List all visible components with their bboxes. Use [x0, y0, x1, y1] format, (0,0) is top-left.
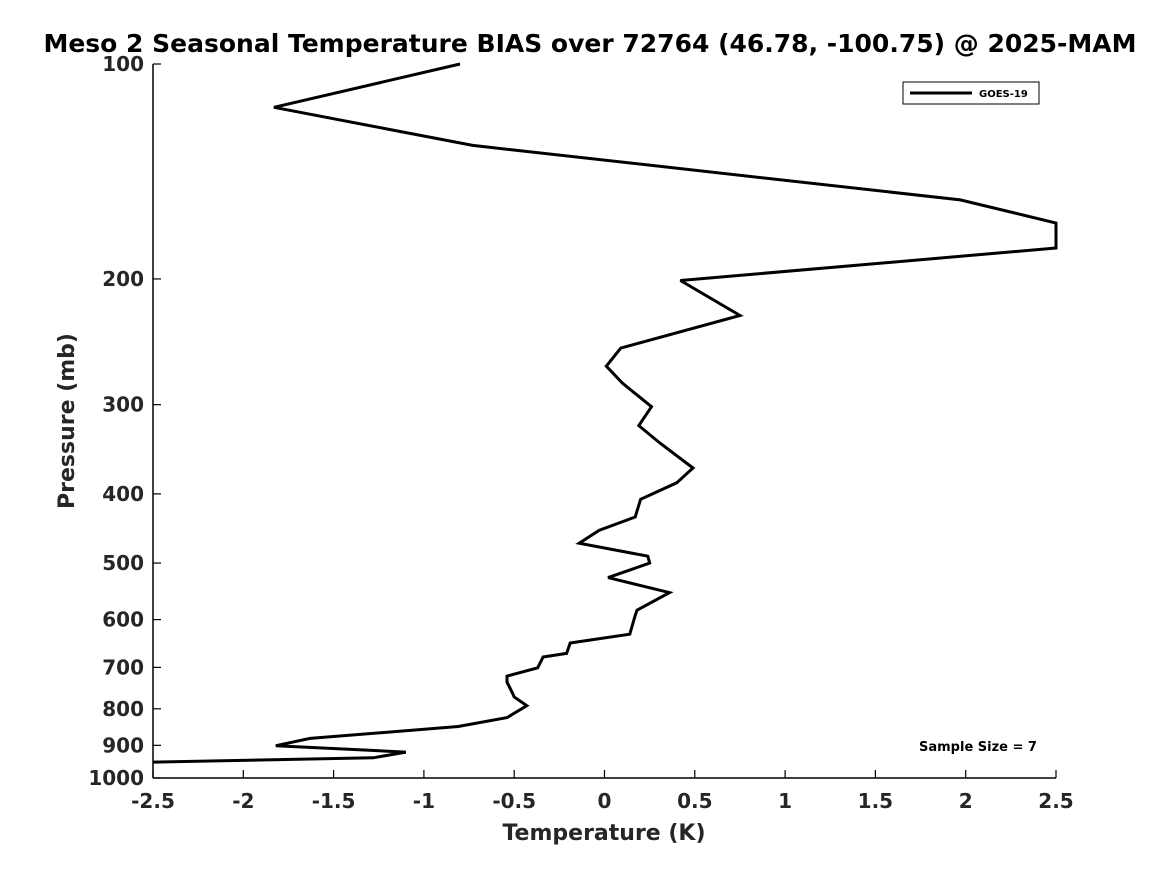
x-tick-label: 0	[598, 789, 612, 813]
x-tick-label: -0.5	[492, 789, 536, 813]
y-tick-label: 200	[102, 267, 144, 291]
x-tick-label: 1.5	[858, 789, 893, 813]
y-tick-label: 500	[102, 551, 144, 575]
y-tick-label: 1000	[88, 766, 144, 790]
y-ticks: 100 200 300 400 500 600 700 800 900 1000	[88, 52, 161, 790]
x-tick-label: -2.5	[131, 789, 175, 813]
y-tick-label: 600	[102, 608, 144, 632]
x-tick-label: 2	[959, 789, 973, 813]
x-ticks: -2.5 -2 -1.5 -1 -0.5 0 0.5 1 1.5 2 2.5	[131, 770, 1074, 813]
y-axis-title: Pressure (mb)	[55, 333, 80, 509]
plot-area: -2.5 -2 -1.5 -1 -0.5 0 0.5 1 1.5 2 2.5 100 200 300 40…	[88, 52, 1073, 813]
legend: GOES-19	[902, 81, 1040, 105]
y-tick-label: 700	[102, 655, 144, 679]
y-tick-label: 900	[102, 733, 144, 757]
x-tick-label: 1	[778, 789, 792, 813]
legend-label-goes-19: GOES-19	[979, 89, 1028, 100]
x-tick-label: 2.5	[1038, 789, 1073, 813]
x-tick-label: -2	[232, 789, 254, 813]
x-tick-label: -1.5	[312, 789, 356, 813]
x-tick-label: -1	[413, 789, 435, 813]
x-axis-title: Temperature (K)	[502, 821, 705, 846]
chart-title: Meso 2 Seasonal Temperature BIAS over 72…	[43, 29, 1136, 58]
y-tick-label: 300	[102, 393, 144, 417]
x-tick-label: 0.5	[677, 789, 712, 813]
sample-size-annotation: Sample Size = 7	[919, 740, 1037, 755]
y-tick-label: 400	[102, 482, 144, 506]
series-line-goes-19	[152, 62, 1058, 764]
y-tick-label: 100	[102, 52, 144, 76]
series-group	[152, 62, 1058, 764]
y-tick-label: 800	[102, 697, 144, 721]
